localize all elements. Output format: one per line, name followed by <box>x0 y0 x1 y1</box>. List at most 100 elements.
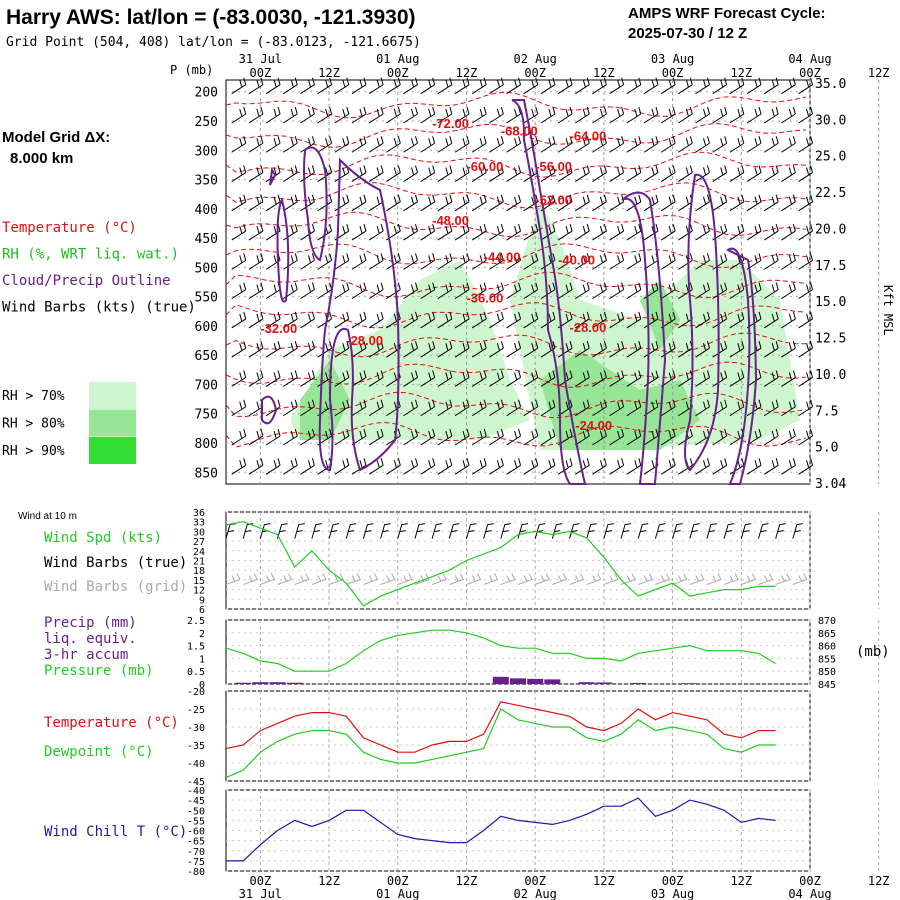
wind-barb-staff <box>420 113 435 124</box>
wind-barb-flag <box>376 401 380 409</box>
wind-barb-staff <box>471 435 487 446</box>
panel-frame <box>225 690 811 782</box>
wind-barb-flag <box>655 282 659 290</box>
wind-barb-flag <box>496 284 500 292</box>
wind-barb-staff <box>798 435 813 446</box>
wind-barb-flag <box>483 458 487 466</box>
wind-barb-flag <box>689 253 693 261</box>
wind-barb-flag <box>376 138 380 146</box>
wind-barb <box>781 165 796 182</box>
isotherm-label: -28.00 <box>570 320 607 335</box>
wind-barb-staff <box>282 113 298 124</box>
wind-barb-flag <box>307 284 311 292</box>
wind-barb-flag <box>380 165 384 173</box>
wind-barb-flag <box>668 372 672 380</box>
wind-barb <box>712 165 728 182</box>
wind-barb <box>248 341 264 358</box>
wind-barb-flag <box>483 253 487 261</box>
true-wind-barb <box>757 523 769 539</box>
wind-barb-flag <box>462 343 466 351</box>
value-tick-label: 1.5 <box>187 642 205 653</box>
wind-barb <box>592 106 607 124</box>
wind-barb-staff <box>231 230 246 241</box>
wind-barb-flag <box>411 196 414 204</box>
wind-barb-staff <box>712 289 727 300</box>
pressure-tick-label: 860 <box>818 642 836 653</box>
wind-barb <box>523 106 539 124</box>
cloud-outline <box>318 157 400 472</box>
wind-barb-flag <box>792 428 796 437</box>
wind-barb <box>420 458 436 475</box>
time-tick-label: 12Z <box>593 874 615 888</box>
wind-barb <box>643 165 659 182</box>
wind-barb-staff <box>523 435 538 446</box>
wind-barb-flag <box>548 430 552 439</box>
wind-barb-staff <box>609 172 624 182</box>
wind-barb-flag <box>724 253 728 261</box>
wind-barb <box>746 282 762 300</box>
wind-barb-staff <box>592 318 607 329</box>
wind-barb <box>317 106 333 124</box>
wind-barb-staff <box>437 113 453 124</box>
wind-barb <box>248 282 264 300</box>
wind-barb-staff <box>781 289 796 300</box>
wind-barb-staff <box>334 377 350 387</box>
wind-barb-staff <box>282 230 298 241</box>
wind-barb <box>386 194 401 212</box>
date-label: 02 Aug <box>513 52 556 66</box>
true-wind-barb <box>792 523 803 539</box>
wind-speed-legend: Wind Spd (kts) <box>44 530 162 546</box>
wind-barb-flag <box>329 165 333 173</box>
wind-barb-staff <box>231 259 246 270</box>
wind-barb-staff <box>454 142 470 153</box>
wind-barb-flag <box>685 401 689 409</box>
wind-barb-staff <box>351 142 367 153</box>
wind-barb-staff <box>729 113 745 124</box>
wind-barb-staff <box>592 464 607 475</box>
grid-wind-barb <box>741 573 756 585</box>
true-wind-barb <box>603 523 614 539</box>
wind-barb <box>368 282 384 300</box>
grid-wind-barb <box>758 573 774 585</box>
wind-barb-flag <box>449 194 453 202</box>
cloud-outline <box>621 191 667 485</box>
wind-barb-flag <box>810 106 814 115</box>
wind-barb-flag <box>634 372 638 380</box>
wind-barb-staff <box>660 289 676 300</box>
time-tick-label: 00Z <box>387 874 409 888</box>
wind-barb-flag <box>720 108 724 117</box>
wind-barb-staff <box>265 464 281 475</box>
wind-barb-flag <box>707 458 710 466</box>
wind-barb-flag <box>466 282 470 290</box>
wind-barb-staff <box>351 84 367 95</box>
wind-barb-flag <box>531 343 535 351</box>
wind-barb-flag <box>792 106 796 115</box>
wind-barb-staff <box>781 230 796 241</box>
wind-barb <box>300 77 315 95</box>
wind-barb-flag <box>445 343 449 351</box>
wind-barb-staff <box>592 172 607 182</box>
wind-barb-staff <box>454 435 470 446</box>
wind-barb-flag <box>496 196 500 204</box>
wind-barb-flag <box>771 167 775 175</box>
wind-barb-flag <box>685 313 689 322</box>
wind-barb-flag <box>603 458 607 466</box>
wind-barb-flag <box>294 458 298 466</box>
wind-barb <box>489 136 504 153</box>
wind-barb-flag <box>462 401 466 409</box>
wind-barb-flag <box>243 77 247 85</box>
wind-barb <box>626 106 642 124</box>
true-wind-barb <box>689 523 700 539</box>
wind-barb <box>626 399 642 417</box>
wind-barb-flag <box>514 401 518 409</box>
wind-barb-staff <box>695 230 710 241</box>
wind-barb-flag <box>638 370 642 378</box>
wind-barb <box>781 253 796 270</box>
value-tick-label: -75 <box>187 857 205 868</box>
cloud-outline <box>511 99 587 485</box>
grid-wind-barb <box>672 573 688 585</box>
wind-barb-staff <box>626 347 642 358</box>
wind-barb-flag <box>256 343 260 351</box>
wind-barb-flag <box>411 313 414 322</box>
wind-barb-flag <box>655 223 659 232</box>
